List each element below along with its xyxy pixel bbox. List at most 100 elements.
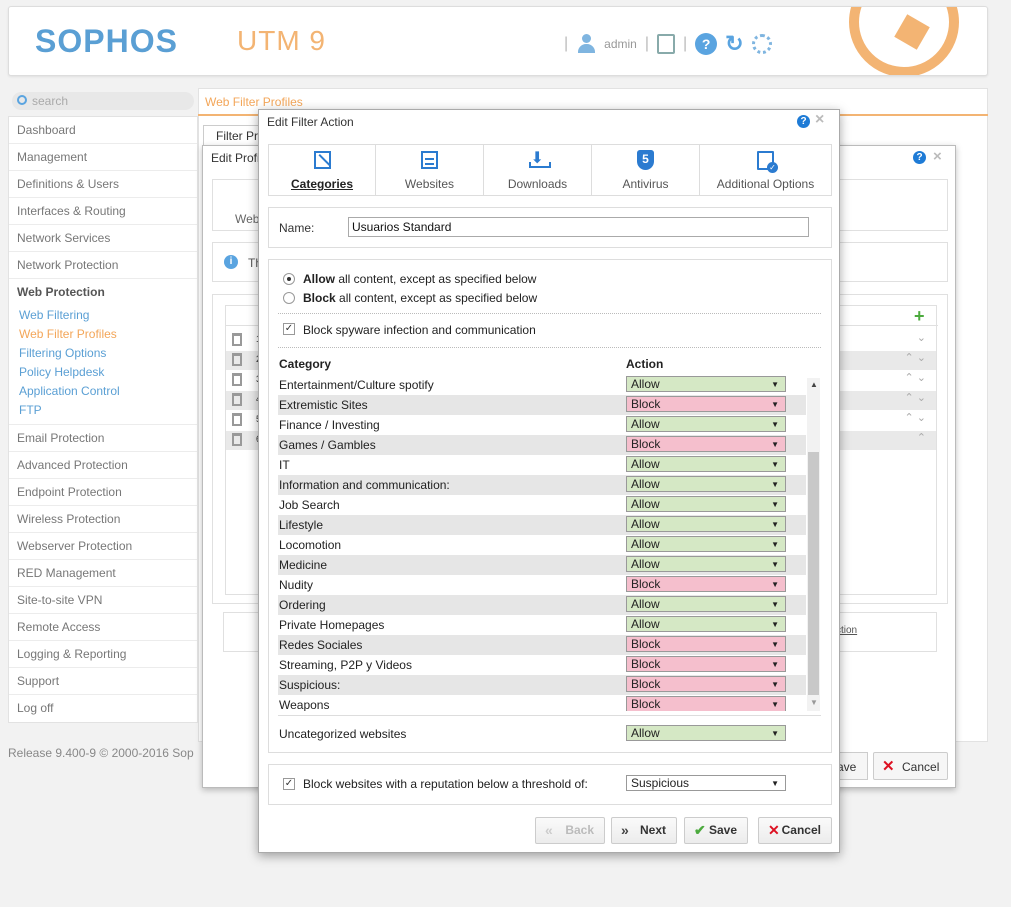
sidebar-item-support[interactable]: Support <box>9 668 197 695</box>
release-info: Release 9.400-9 © 2000-2016 Sop <box>8 746 194 760</box>
allow-all-radio[interactable] <box>283 273 295 285</box>
tab-additional-options[interactable]: Additional Options <box>700 145 831 195</box>
sidebar-item-webserver-protection[interactable]: Webserver Protection <box>9 533 197 560</box>
sidebar-subitem-ftp[interactable]: FTP <box>19 403 42 417</box>
sidebar-item-interfaces-routing[interactable]: Interfaces & Routing <box>9 198 197 225</box>
help-icon[interactable]: ? <box>797 115 810 128</box>
sidebar-item-logging-reporting[interactable]: Logging & Reporting <box>9 641 197 668</box>
category-name: Information and communication: <box>279 478 450 492</box>
move-arrows-icon[interactable]: ⌃ ⌄ <box>904 392 927 404</box>
category-action-select[interactable]: Allow ▼ <box>626 616 786 632</box>
dropdown-arrow-icon: ▼ <box>771 729 779 738</box>
checkmark-icon: ✔ <box>694 822 706 838</box>
category-action-select[interactable]: Block ▼ <box>626 576 786 592</box>
sidebar-item-management[interactable]: Management <box>9 144 197 171</box>
cancel-button[interactable]: ✕ Cancel <box>758 817 832 844</box>
uncategorized-action-select[interactable]: Allow ▼ <box>626 725 786 741</box>
category-action-select[interactable]: Block ▼ <box>626 396 786 412</box>
dropdown-arrow-icon: ▼ <box>771 600 779 609</box>
sidebar-subitem-filtering-options[interactable]: Filtering Options <box>19 346 107 360</box>
block-spyware-checkbox[interactable]: ✓ <box>283 323 295 335</box>
current-user[interactable]: admin <box>604 37 637 51</box>
category-action-select[interactable]: Allow ▼ <box>626 596 786 612</box>
category-action-select[interactable]: Allow ▼ <box>626 496 786 512</box>
trash-icon[interactable] <box>232 433 242 446</box>
sidebar-item-definitions-users[interactable]: Definitions & Users <box>9 171 197 198</box>
block-all-label[interactable]: Block all content, except as specified b… <box>303 291 538 305</box>
trash-icon[interactable] <box>232 373 242 386</box>
tab-categories[interactable]: Categories <box>269 145 376 195</box>
sidebar-subitem-policy-helpdesk[interactable]: Policy Helpdesk <box>19 365 105 379</box>
tab-websites[interactable]: Websites <box>376 145 484 195</box>
category-action-select[interactable]: Allow ▼ <box>626 456 786 472</box>
trash-icon[interactable] <box>232 393 242 406</box>
reputation-threshold-select[interactable]: Suspicious ▼ <box>626 775 786 791</box>
sidebar-item-log-off[interactable]: Log off <box>17 701 54 715</box>
add-plus-icon[interactable]: + <box>914 306 925 326</box>
tab-downloads[interactable]: Downloads <box>484 145 592 195</box>
category-action-select[interactable]: Allow ▼ <box>626 476 786 492</box>
scroll-down-icon[interactable]: ▼ <box>810 698 818 707</box>
sidebar-subitem-web-filtering[interactable]: Web Filtering <box>19 308 90 322</box>
allow-all-label[interactable]: Allow all content, except as specified b… <box>303 272 537 286</box>
dropdown-arrow-icon: ▼ <box>771 400 779 409</box>
category-action-select[interactable]: Block ▼ <box>626 636 786 652</box>
block-all-radio[interactable] <box>283 292 295 304</box>
move-down-icon[interactable]: ⌄ <box>916 332 926 344</box>
profile-link[interactable]: ction <box>836 625 858 636</box>
move-arrows-icon[interactable]: ⌃ ⌄ <box>904 372 927 384</box>
sidebar-item-email-protection[interactable]: Email Protection <box>9 425 197 452</box>
category-action-select[interactable]: Allow ▼ <box>626 536 786 552</box>
sidebar-item-advanced-protection[interactable]: Advanced Protection <box>9 452 197 479</box>
back-button[interactable]: «Back <box>535 817 605 844</box>
category-action-select[interactable]: Block ▼ <box>626 656 786 672</box>
sidebar-item-dashboard[interactable]: Dashboard <box>9 117 197 144</box>
move-up-icon[interactable]: ⌃ <box>916 432 926 444</box>
block-spyware-label[interactable]: Block spyware infection and communicatio… <box>303 323 536 337</box>
profile-cancel-button[interactable]: ✕ Cancel <box>873 752 948 780</box>
category-action-select[interactable]: Block ▼ <box>626 696 786 711</box>
trash-icon[interactable] <box>232 413 242 426</box>
help-icon[interactable]: ? <box>913 151 926 164</box>
reputation-checkbox[interactable]: ✓ <box>283 778 295 790</box>
category-action-select[interactable]: Block ▼ <box>626 676 786 692</box>
sidebar-subitem-web-filter-profiles[interactable]: Web Filter Profiles <box>19 327 117 341</box>
sidebar-item-web-protection[interactable]: Web Protection <box>17 285 105 299</box>
sidebar-subitem-application-control[interactable]: Application Control <box>19 384 120 398</box>
close-icon[interactable]: × <box>815 111 825 128</box>
sidebar-item-network-protection[interactable]: Network Protection <box>9 252 197 279</box>
close-icon[interactable]: × <box>933 148 942 165</box>
sidebar-item-network-services[interactable]: Network Services <box>9 225 197 252</box>
cancel-x-icon: ✕ <box>882 758 895 775</box>
scroll-up-icon[interactable]: ▲ <box>810 380 818 389</box>
tab-antivirus[interactable]: 5 Antivirus <box>592 145 700 195</box>
clipboard-icon[interactable] <box>657 34 675 54</box>
next-button[interactable]: » Next <box>611 817 677 844</box>
category-action-select[interactable]: Allow ▼ <box>626 556 786 572</box>
user-icon[interactable] <box>576 34 596 54</box>
sidebar-item-site-to-site-vpn[interactable]: Site-to-site VPN <box>9 587 197 614</box>
trash-icon[interactable] <box>232 333 242 346</box>
category-action-select[interactable]: Allow ▼ <box>626 516 786 532</box>
dropdown-arrow-icon: ▼ <box>771 440 779 449</box>
search-input[interactable]: search <box>12 92 194 110</box>
move-arrows-icon[interactable]: ⌃ ⌄ <box>904 352 927 364</box>
tab-filter-profiles[interactable]: Filter Pr <box>203 125 263 147</box>
save-button[interactable]: ✔ Save <box>684 817 748 844</box>
reputation-label[interactable]: Block websites with a reputation below a… <box>303 777 588 791</box>
trash-icon[interactable] <box>232 353 242 366</box>
category-action-select[interactable]: Allow ▼ <box>626 416 786 432</box>
category-scrollbar[interactable]: ▲ ▼ <box>807 378 820 711</box>
help-icon[interactable]: ? <box>695 33 718 55</box>
category-action-select[interactable]: Allow ▼ <box>626 376 786 392</box>
category-name: Weapons <box>279 698 330 711</box>
move-arrows-icon[interactable]: ⌃ ⌄ <box>904 412 927 424</box>
sidebar-item-endpoint-protection[interactable]: Endpoint Protection <box>9 479 197 506</box>
name-input[interactable] <box>348 217 809 237</box>
scroll-thumb[interactable] <box>808 452 819 695</box>
sidebar-item-wireless-protection[interactable]: Wireless Protection <box>9 506 197 533</box>
sidebar-item-red-management[interactable]: RED Management <box>9 560 197 587</box>
category-action-select[interactable]: Block ▼ <box>626 436 786 452</box>
sidebar-item-remote-access[interactable]: Remote Access <box>9 614 197 641</box>
refresh-icon[interactable]: ↻ <box>725 31 744 56</box>
